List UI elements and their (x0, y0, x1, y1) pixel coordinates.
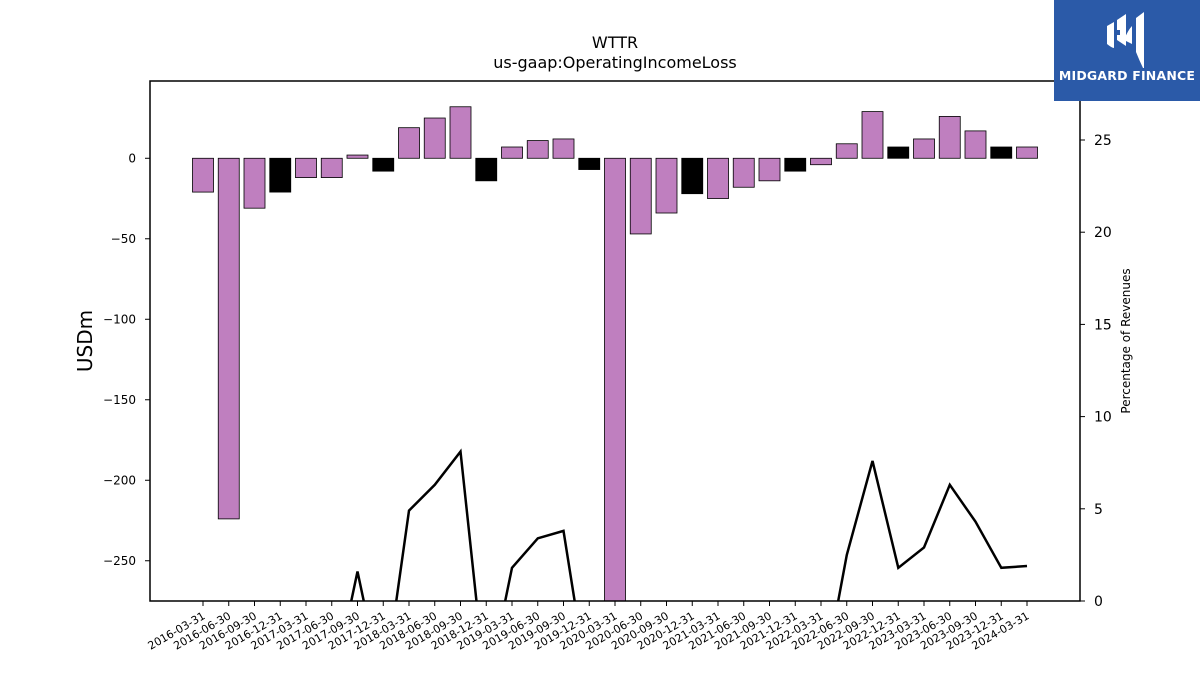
bar-2016-09-30 (243, 157, 266, 209)
y2-tick-label: 0 (1094, 594, 1103, 610)
bar-2022-12-31 (887, 146, 910, 159)
bar-2020-03-31 (604, 157, 626, 601)
bars-group (192, 106, 1038, 601)
bar-2023-03-31 (913, 138, 935, 159)
bar-2022-09-30 (861, 111, 884, 159)
bar-2024-03-31 (1016, 146, 1038, 159)
bar-2018-03-31 (398, 127, 420, 159)
y2-tick-label: 25 (1094, 133, 1112, 149)
bar-2016-06-30 (217, 157, 240, 520)
bar-2017-06-30 (320, 157, 343, 178)
bar-2020-09-30 (655, 157, 678, 214)
y-tick-label: 0 (128, 151, 136, 165)
bar-2017-09-30 (346, 154, 369, 159)
bar-2020-12-31 (681, 157, 704, 195)
bar-2017-12-31 (372, 157, 395, 172)
bar-2018-06-30 (423, 117, 446, 159)
axes-group: 0−50−100−150−200−25005101520252016-03-31… (103, 133, 1112, 653)
bar-2016-03-31 (192, 157, 214, 193)
bar-2019-06-30 (526, 140, 549, 159)
y-tick-label: −250 (103, 554, 136, 568)
bar-2021-06-30 (732, 157, 755, 188)
y-tick-label: −200 (103, 473, 136, 487)
bar-2016-12-31 (269, 157, 292, 193)
bar-2019-09-30 (552, 138, 575, 159)
bar-2021-09-30 (758, 157, 781, 182)
bar-2023-12-31 (990, 146, 1013, 159)
chart-subtitle: us-gaap:OperatingIncomeLoss (493, 53, 737, 72)
bar-2023-09-30 (964, 130, 987, 159)
y2-tick-label: 20 (1094, 225, 1112, 241)
y-tick-label: −50 (111, 232, 136, 246)
y2-tick-label: 10 (1094, 410, 1112, 426)
y-tick-label: −100 (103, 312, 136, 326)
midgard-logo-icon (1107, 12, 1144, 68)
bar-2021-03-31 (707, 157, 729, 199)
bar-2018-09-30 (449, 106, 472, 159)
y-axis-label: USDm (73, 310, 97, 372)
bar-2021-12-31 (784, 157, 807, 172)
bar-2018-12-31 (475, 157, 498, 182)
y2-tick-label: 5 (1094, 502, 1103, 518)
line-group (349, 448, 1028, 601)
bar-2017-03-31 (295, 157, 317, 178)
midgard-finance-logo: MIDGARD FINANCE (1054, 0, 1200, 101)
bar-2019-03-31 (501, 146, 523, 159)
y2-tick-label: 15 (1094, 317, 1112, 333)
bar-2023-06-30 (938, 116, 961, 159)
y2-axis-label: Percentage of Revenues (1119, 268, 1133, 413)
logo-text: MIDGARD FINANCE (1058, 68, 1196, 83)
chart-title: WTTR (592, 33, 638, 52)
bar-2022-06-30 (835, 143, 858, 159)
bar-2020-06-30 (629, 157, 652, 235)
percentage-line (349, 448, 1028, 601)
bar-2022-03-31 (810, 157, 832, 166)
y-tick-label: −150 (103, 393, 136, 407)
bar-2019-12-31 (578, 157, 601, 170)
